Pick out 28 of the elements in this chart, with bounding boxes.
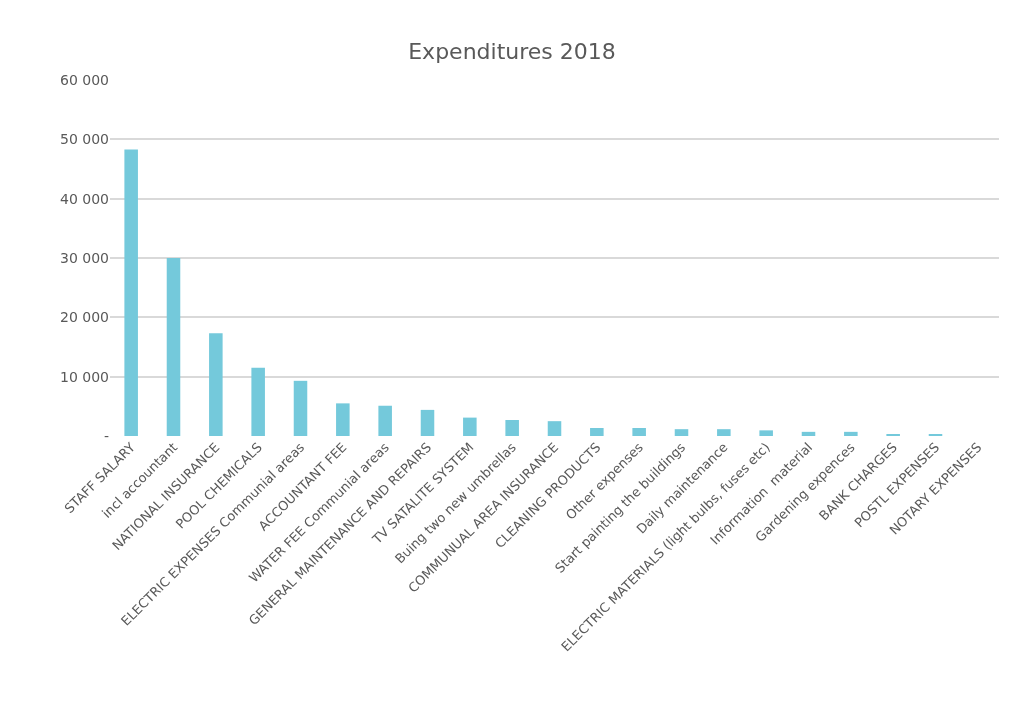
bar xyxy=(844,431,858,436)
bar xyxy=(251,367,265,436)
y-tick-label: 30 000 xyxy=(60,249,109,266)
bar xyxy=(632,427,646,436)
y-tick-label: 50 000 xyxy=(60,131,109,148)
y-tick-label: 40 000 xyxy=(60,190,109,207)
bar xyxy=(420,409,435,436)
bar xyxy=(378,405,392,436)
bar xyxy=(293,380,308,436)
y-tick-label: 10 000 xyxy=(60,368,109,385)
bar xyxy=(124,149,138,436)
y-tick-label: 20 000 xyxy=(60,309,109,326)
bar xyxy=(166,258,181,436)
bar xyxy=(674,429,689,436)
bar xyxy=(209,333,223,436)
bar xyxy=(336,403,350,436)
y-tick-label: - xyxy=(103,427,109,444)
bar xyxy=(463,417,477,436)
bar xyxy=(547,421,562,436)
bar xyxy=(886,433,900,436)
bar xyxy=(801,431,816,436)
bar xyxy=(590,427,604,436)
bar xyxy=(759,430,773,436)
bar xyxy=(505,419,519,436)
chart-title: Expenditures 2018 xyxy=(408,38,616,64)
bar xyxy=(717,429,731,436)
y-tick-label: 60 000 xyxy=(60,71,109,88)
bar xyxy=(928,433,943,436)
